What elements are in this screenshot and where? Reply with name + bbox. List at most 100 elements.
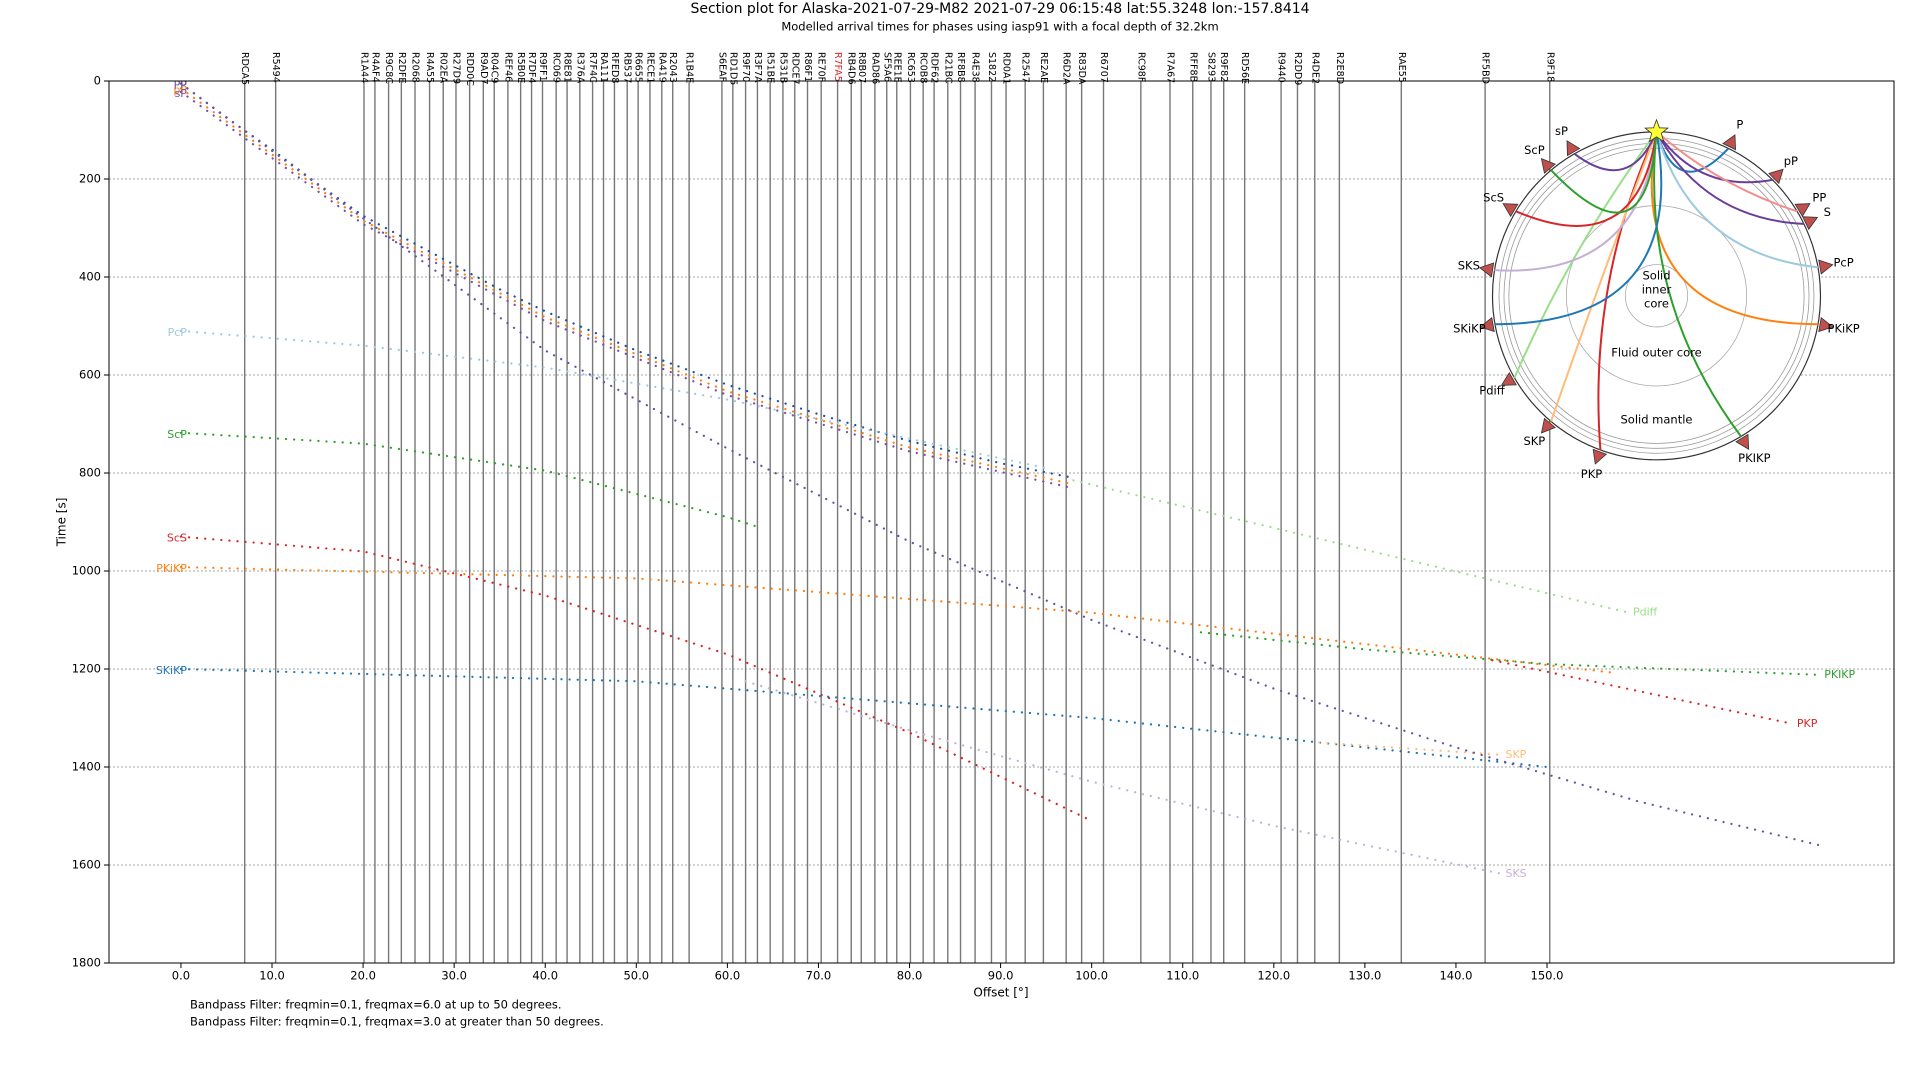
station-label: R27D9 — [450, 52, 461, 84]
receiver-marker — [1801, 216, 1819, 231]
outer-core-boundary — [1565, 205, 1748, 387]
station-label: RE2AE — [1038, 52, 1049, 83]
x-tick-label: 70.0 — [806, 969, 832, 983]
station-label: RAE55 — [1396, 52, 1407, 83]
station-label: R4E38 — [970, 52, 981, 83]
station-label: S8293 — [1205, 52, 1216, 82]
inset-phase-label: PKIKP — [1738, 451, 1770, 465]
station-label: RC98F — [1135, 52, 1146, 82]
station-label: RECE1 — [644, 52, 655, 83]
station-label: RB537 — [622, 52, 633, 83]
filter-note: Bandpass Filter: freqmin=0.1, freqmax=3.… — [190, 1015, 604, 1029]
phase-label: PP — [174, 78, 188, 91]
station-label: RD56E — [1239, 52, 1250, 84]
receiver-marker — [1794, 203, 1811, 218]
x-tick-label: 40.0 — [532, 969, 558, 983]
station-label: R1B4E — [684, 52, 695, 83]
x-tick-label: 130.0 — [1348, 969, 1381, 983]
x-tick-label: 0.0 — [172, 969, 190, 983]
station-label: R9440 — [1276, 52, 1287, 83]
station-label: R6655 — [633, 52, 644, 83]
x-tick-label: 10.0 — [259, 969, 285, 983]
phase-label: ScP — [167, 428, 187, 441]
station-label: RD0A1 — [1001, 52, 1012, 85]
station-label: R4DE2 — [1309, 52, 1320, 84]
station-label: R9F18 — [1544, 52, 1555, 82]
inset-phase-label: SKS — [1458, 259, 1480, 273]
station-label: RDCA5 — [239, 52, 250, 85]
phase-label: pP — [173, 83, 187, 96]
ray-path — [1655, 131, 1798, 213]
station-label: R4A55 — [424, 52, 435, 83]
y-tick-label: 1800 — [72, 956, 101, 970]
inner-core-boundary — [1624, 264, 1689, 328]
receiver-marker — [1768, 168, 1784, 185]
mantle-layer — [1508, 147, 1805, 444]
phase-curve — [179, 566, 1612, 674]
station-label: RD1D5 — [727, 52, 738, 85]
receiver-marker — [1818, 317, 1834, 333]
ray-path — [1573, 131, 1658, 172]
receiver-marker — [1479, 317, 1495, 333]
station-label: R04C9 — [489, 52, 500, 83]
station-label: R83DA — [1076, 52, 1087, 85]
station-label: R1A44 — [359, 52, 370, 83]
inset-phase-label: sP — [1555, 124, 1568, 138]
inset-phase-label: P — [1736, 118, 1743, 132]
region-label: Fluid outer core — [1611, 345, 1701, 359]
ray-path — [1515, 131, 1658, 227]
ray-path — [1655, 131, 1773, 184]
station-label: RDF62 — [929, 52, 940, 83]
station-label: R7F4C — [587, 52, 598, 83]
phase-curve — [179, 82, 1822, 847]
receiver-marker — [1502, 203, 1519, 218]
x-tick-label: 90.0 — [988, 969, 1014, 983]
ray-path — [1655, 131, 1804, 225]
x-tick-label: 60.0 — [715, 969, 741, 983]
station-label: R2DFE — [396, 52, 407, 83]
phase-curve — [179, 82, 1075, 479]
phase-label: ScS — [167, 532, 187, 545]
phase-curve — [179, 535, 1093, 822]
x-tick-label: 30.0 — [441, 969, 467, 983]
station-label: RE70F — [816, 52, 827, 82]
receiver-marker — [1540, 158, 1556, 174]
inset-phase-label: pP — [1784, 154, 1798, 168]
source-star — [1643, 118, 1670, 143]
station-label: R02EA — [438, 52, 449, 84]
station-label: RDCE7 — [789, 52, 800, 85]
phase-label: P — [180, 78, 187, 91]
y-tick-label: 1200 — [72, 662, 101, 676]
filter-note: Bandpass Filter: freqmin=0.1, freqmax=6.… — [190, 998, 562, 1012]
phase-label: SKS — [1505, 867, 1526, 880]
station-label: R9C8C — [383, 52, 394, 84]
station-label: R7A67 — [1164, 52, 1175, 83]
station-label: R2E8D — [1334, 52, 1345, 84]
region-label: core — [1644, 296, 1669, 310]
station-label: R8E81 — [562, 52, 573, 83]
phase-curve — [179, 329, 1048, 470]
station-label: R7FA5 — [832, 52, 843, 82]
station-label: R531B — [777, 52, 788, 83]
phase-curve — [1199, 631, 1822, 676]
phase-label: SKiKP — [156, 664, 187, 677]
inset-phase-label: PKP — [1581, 467, 1602, 481]
x-tick-label: 140.0 — [1439, 969, 1472, 983]
station-label: RF5BD — [1480, 52, 1491, 84]
station-label: R2043 — [667, 52, 678, 83]
ray-path — [1653, 131, 1742, 437]
phase-curve — [744, 680, 1503, 875]
station-label: R2547 — [1020, 52, 1031, 83]
receiver-marker — [1500, 371, 1517, 386]
receiver-marker — [1478, 262, 1495, 278]
ray-path — [1513, 131, 1658, 379]
x-axis-label: Offset [°] — [973, 986, 1028, 1000]
station-label: R8B07 — [856, 52, 867, 83]
station-label: R9FF1 — [537, 52, 548, 82]
station-label: R2068 — [410, 52, 421, 83]
y-tick-label: 800 — [79, 466, 101, 480]
y-tick-label: 1600 — [72, 858, 101, 872]
station-label: R376A — [574, 52, 585, 84]
x-tick-label: 50.0 — [623, 969, 649, 983]
phase-curve — [1072, 479, 1631, 614]
